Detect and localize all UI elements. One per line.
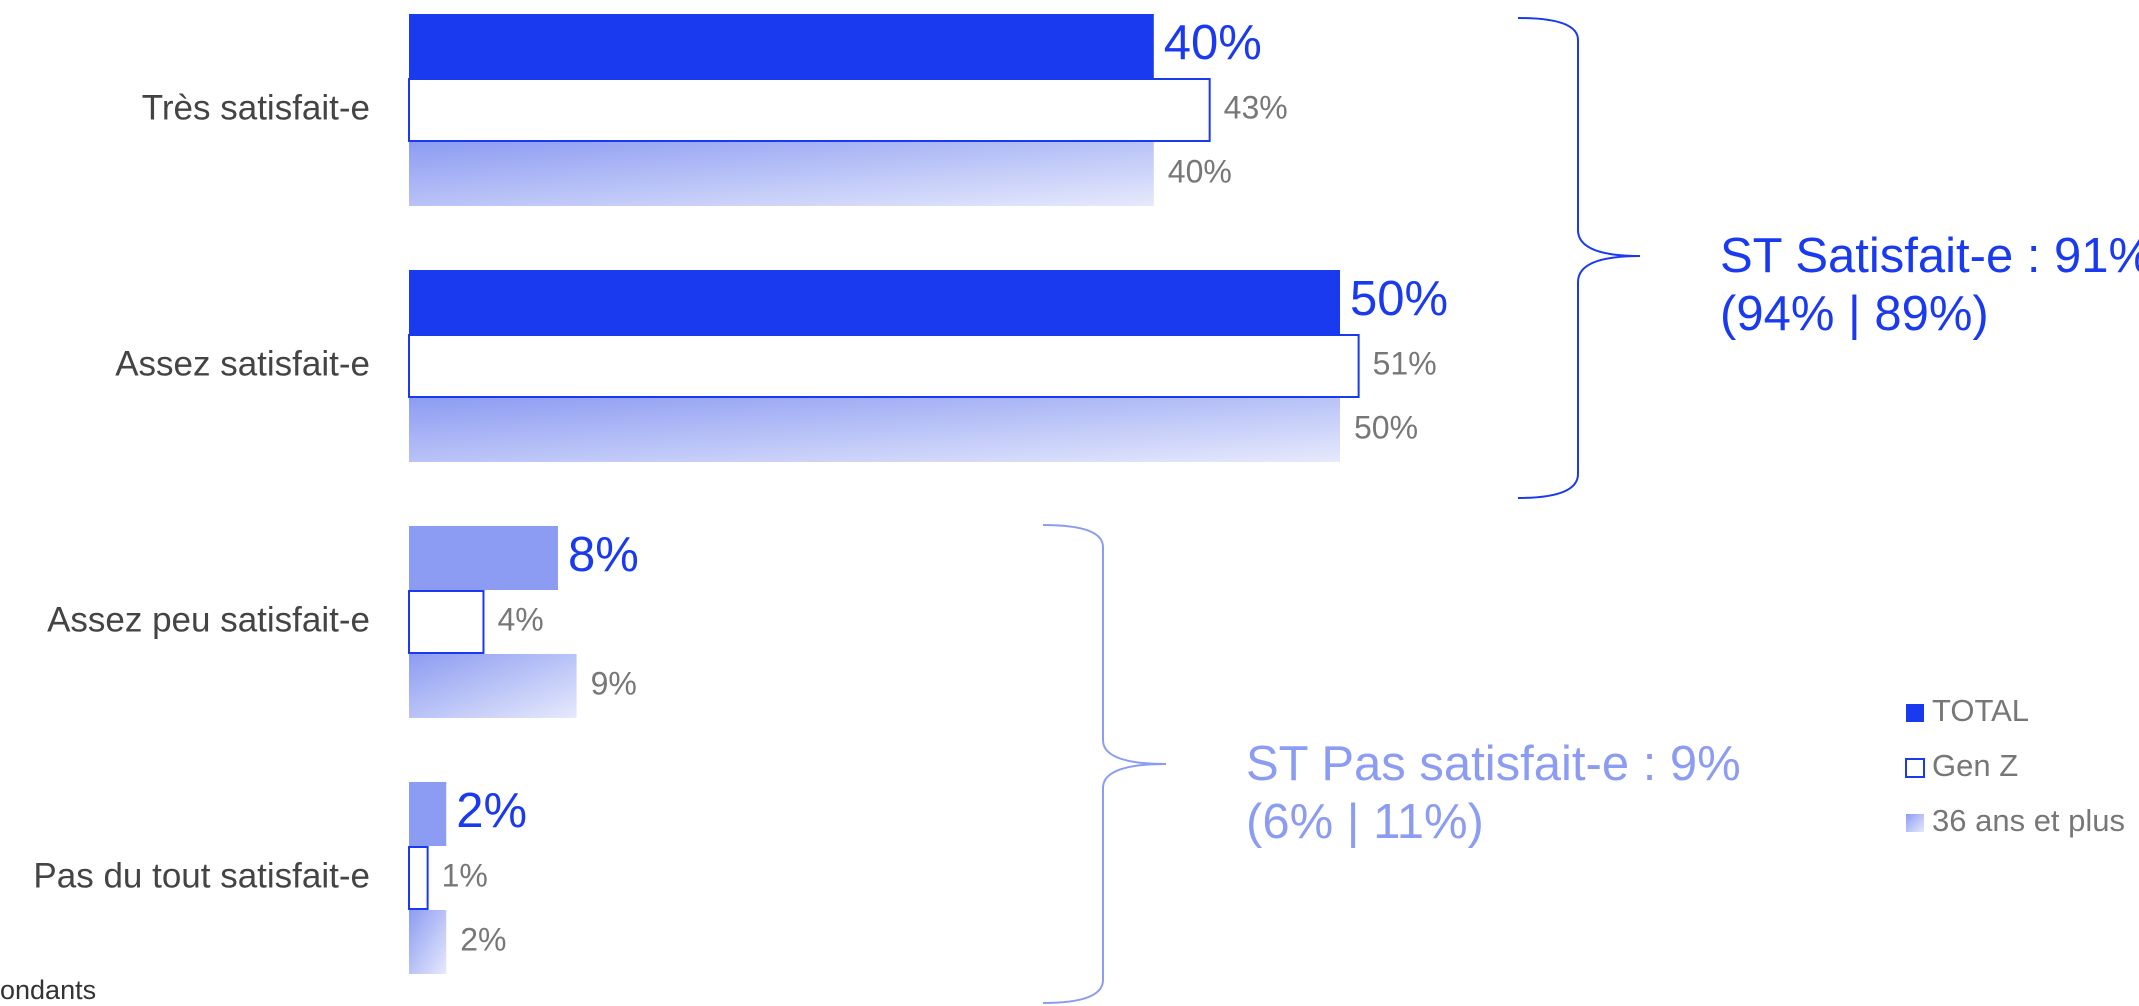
annotation: ST Satisfait-e : 91% (1720, 229, 2139, 283)
legend-label: TOTAL (1932, 693, 2029, 728)
footnote: ondants (0, 975, 96, 1005)
category-label: Très satisfait-e (142, 88, 370, 127)
value-label: 2% (460, 921, 506, 957)
legend-label: Gen Z (1932, 748, 2018, 783)
annotation: (6% | 11%) (1246, 795, 1484, 849)
bar (409, 782, 447, 846)
value-label: 40% (1168, 153, 1232, 189)
bar (408, 590, 485, 654)
bar (409, 526, 558, 590)
value-label: 50% (1354, 409, 1418, 445)
bar (409, 142, 1154, 206)
annotation: (94% | 89%) (1720, 287, 1989, 341)
legend-label: 36 ans et plus (1932, 803, 2125, 838)
value-label: 9% (591, 665, 637, 701)
bar (409, 14, 1154, 78)
value-label: 4% (497, 601, 543, 637)
bar (409, 270, 1340, 334)
legend-swatch (1906, 814, 1924, 832)
bar (409, 654, 577, 718)
category-label: Assez satisfait-e (115, 344, 370, 383)
category-label: Pas du tout satisfait-e (33, 856, 370, 895)
bar (409, 398, 1340, 462)
legend-swatch (1906, 704, 1924, 722)
bracket (1042, 524, 1167, 1004)
value-label: 1% (442, 857, 488, 893)
value-label: 2% (456, 784, 527, 838)
bar (408, 78, 1211, 142)
bar (408, 846, 429, 910)
bar (408, 334, 1360, 398)
value-label: 8% (568, 528, 639, 582)
bar (409, 910, 447, 974)
value-label: 40% (1164, 16, 1262, 70)
value-label: 43% (1224, 89, 1288, 125)
bracket (1517, 17, 1641, 499)
annotation: ST Pas satisfait-e : 9% (1246, 737, 1741, 791)
value-label: 50% (1350, 272, 1448, 326)
legend-swatch (1905, 758, 1925, 778)
value-label: 51% (1373, 345, 1437, 381)
category-label: Assez peu satisfait-e (47, 600, 370, 639)
